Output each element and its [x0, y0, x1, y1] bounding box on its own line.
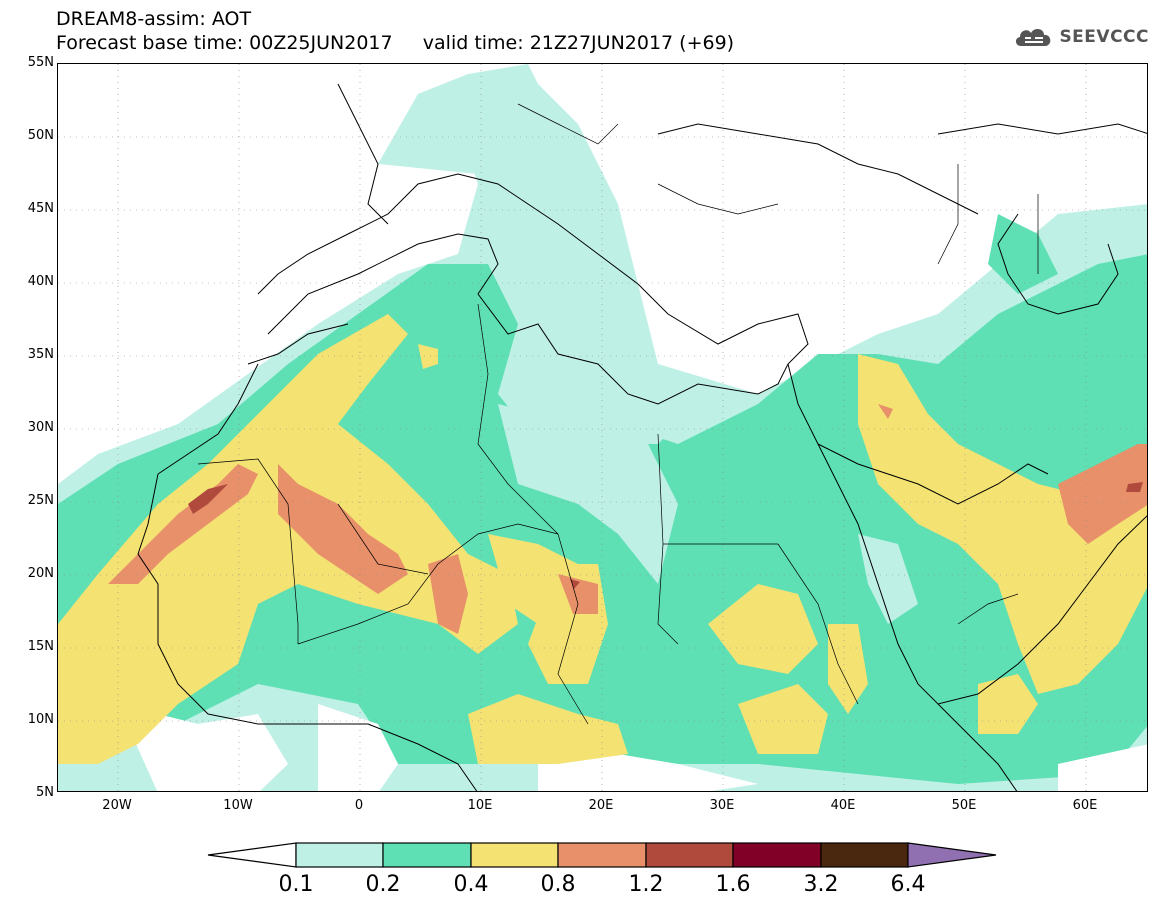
forecast-time-line: Forecast base time: 00Z25JUN2017 valid t…	[56, 32, 735, 54]
lat-label-25n: 25N	[27, 493, 54, 508]
lat-label-55n: 55N	[27, 55, 54, 70]
lat-label-45n: 45N	[27, 201, 54, 216]
lon-label-10e: 10E	[467, 798, 493, 813]
aot-low-areas	[118, 364, 1147, 791]
aot-colorbar	[207, 842, 997, 868]
colorbar-label-0.1: 0.1	[278, 872, 314, 897]
colorbar-swatch-1	[295, 842, 384, 868]
seevccc-logo: SEEVCCC	[1013, 24, 1149, 50]
cloud-icon	[1016, 29, 1051, 46]
colorbar-swatch-4	[557, 842, 647, 868]
colorbar-swatch-5	[645, 842, 734, 868]
colorbar-swatch-3	[470, 842, 559, 868]
lon-label-10w: 10W	[223, 798, 253, 813]
lon-label-0: 0	[354, 798, 364, 813]
lon-label-40e: 40E	[830, 798, 856, 813]
aot-level-1.2	[188, 482, 1143, 589]
lat-label-20n: 20N	[27, 566, 54, 581]
aot-map	[57, 63, 1148, 792]
lat-label-30n: 30N	[27, 420, 54, 435]
colorbar-swatch-6	[732, 842, 822, 868]
colorbar-under-arrow	[207, 842, 297, 868]
lat-label-40n: 40N	[27, 274, 54, 289]
lon-label-60e: 60E	[1072, 798, 1098, 813]
colorbar-label-0.2: 0.2	[365, 872, 401, 897]
colorbar-label-1.2: 1.2	[628, 872, 664, 897]
lon-label-20e: 20E	[588, 798, 614, 813]
colorbar-swatch-7	[820, 842, 909, 868]
lon-label-50e: 50E	[951, 798, 977, 813]
lat-label-35n: 35N	[27, 347, 54, 362]
colorbar-label-0.8: 0.8	[540, 872, 576, 897]
map-title: DREAM8-assim: AOT	[56, 8, 252, 30]
lat-label-50n: 50N	[27, 128, 54, 143]
colorbar-label-3.2: 3.2	[803, 872, 839, 897]
colorbar-label-6.4: 6.4	[890, 872, 926, 897]
lon-label-20w: 20W	[102, 798, 132, 813]
coastlines	[137, 83, 1147, 791]
lon-label-30e: 30E	[709, 798, 735, 813]
aot-level-0.8	[108, 404, 1147, 634]
lat-label-5n: 5N	[36, 785, 54, 800]
colorbar-label-1.6: 1.6	[715, 872, 751, 897]
lat-label-10n: 10N	[27, 712, 54, 727]
colorbar-swatch-2	[382, 842, 472, 868]
colorbar-label-0.4: 0.4	[453, 872, 489, 897]
logo-text: SEEVCCC	[1059, 27, 1149, 47]
lat-label-15n: 15N	[27, 639, 54, 654]
colorbar-over-arrow	[907, 842, 997, 868]
country-borders	[197, 103, 1039, 725]
aot-level-0.4	[58, 314, 1147, 764]
aot-map-canvas	[58, 64, 1147, 791]
